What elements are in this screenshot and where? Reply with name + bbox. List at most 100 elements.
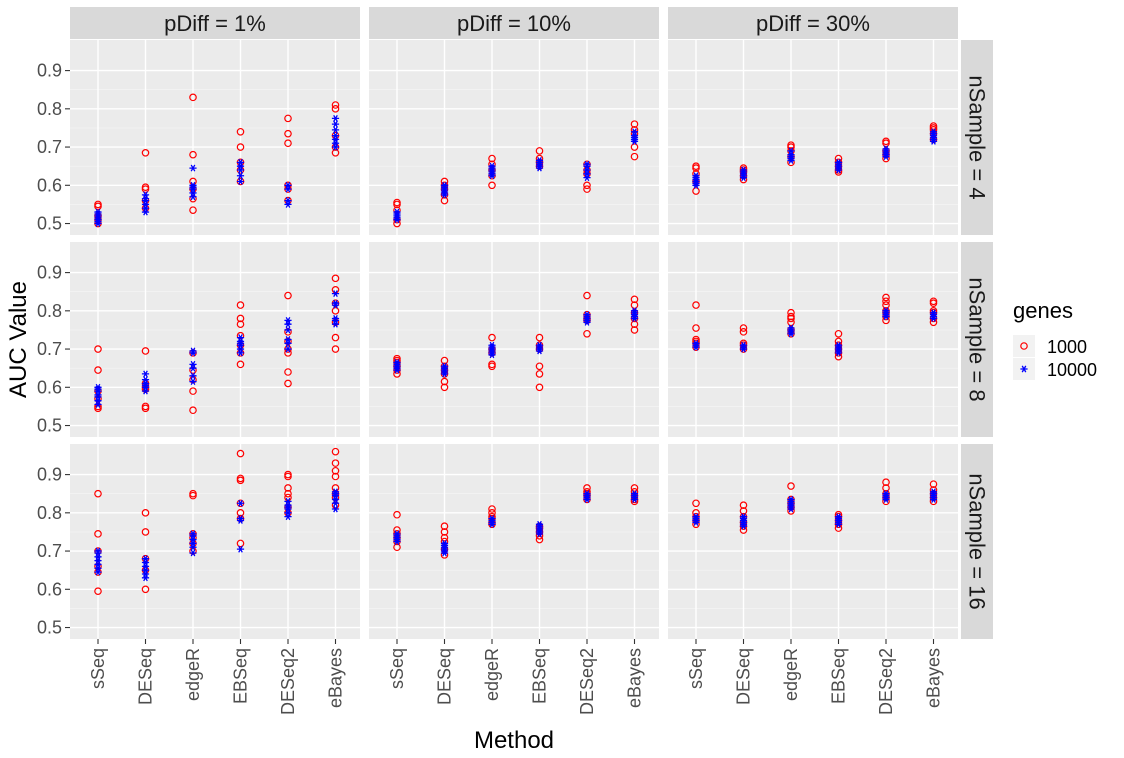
legend-key-1000 xyxy=(1020,342,1028,350)
y-tick-label: 0.9 xyxy=(37,61,62,81)
point-10000 xyxy=(236,178,245,185)
point-1000 xyxy=(535,362,544,371)
point-1000 xyxy=(692,324,700,332)
point-1000 xyxy=(284,291,292,300)
point-10000 xyxy=(583,490,591,498)
point-10000 xyxy=(834,158,843,166)
point-1000 xyxy=(94,587,102,596)
point-1000 xyxy=(488,154,496,163)
point-1000 xyxy=(440,533,449,542)
point-10000 xyxy=(787,147,795,155)
x-tick-label: eBayes xyxy=(326,648,346,708)
point-1000 xyxy=(331,105,340,113)
y-tick-label: 0.8 xyxy=(37,99,62,119)
point-10000 xyxy=(692,339,700,347)
point-1000 xyxy=(331,307,340,315)
x-tick-label: DESeq xyxy=(435,648,455,705)
y-tick-label: 0.7 xyxy=(37,137,62,157)
facet-panel xyxy=(369,40,659,235)
point-1000 xyxy=(189,206,197,214)
point-1000 xyxy=(141,402,150,411)
point-10000 xyxy=(583,311,591,319)
point-10000 xyxy=(189,360,197,368)
point-1000 xyxy=(284,139,292,148)
point-1000 xyxy=(141,585,150,594)
point-1000 xyxy=(787,141,795,149)
point-10000 xyxy=(94,547,102,555)
point-10000 xyxy=(141,555,150,563)
row-strip xyxy=(961,242,993,437)
point-1000 xyxy=(692,301,700,309)
point-1000 xyxy=(284,379,292,388)
point-10000 xyxy=(692,513,700,521)
point-1000 xyxy=(236,449,245,458)
row-strip-label: nSample = 8 xyxy=(965,277,990,401)
point-1000 xyxy=(94,489,102,498)
legend-label-10000: 10000 xyxy=(1047,360,1097,380)
point-1000 xyxy=(94,366,102,374)
column-strip-label: pDiff = 10% xyxy=(457,11,571,36)
point-10000 xyxy=(331,114,340,122)
facet-panel xyxy=(70,444,360,639)
y-tick-label: 0.8 xyxy=(37,301,62,321)
point-1000 xyxy=(787,318,795,327)
column-strip xyxy=(70,7,360,39)
y-axis-title: AUC Value xyxy=(5,281,32,398)
point-10000 xyxy=(929,309,938,317)
point-1000 xyxy=(739,501,748,509)
point-10000 xyxy=(141,370,150,378)
point-10000 xyxy=(284,197,292,205)
point-1000 xyxy=(440,528,449,536)
point-1000 xyxy=(141,509,150,517)
point-1000 xyxy=(583,185,591,193)
point-1000 xyxy=(583,329,591,338)
point-1000 xyxy=(929,480,938,488)
point-10000 xyxy=(787,324,795,332)
point-10000 xyxy=(94,208,102,216)
panel-background xyxy=(668,242,958,437)
x-tick-label: EBSeq xyxy=(829,648,849,704)
point-1000 xyxy=(189,387,197,395)
point-10000 xyxy=(331,299,340,307)
point-10000 xyxy=(284,181,292,189)
point-10000 xyxy=(440,181,449,189)
panel-background xyxy=(70,444,360,639)
point-10000 xyxy=(787,495,795,503)
legend-label-1000: 1000 xyxy=(1047,337,1087,357)
legend-key-10000 xyxy=(1020,365,1028,373)
point-1000 xyxy=(882,301,890,309)
point-1000 xyxy=(739,507,748,515)
point-1000 xyxy=(189,489,197,498)
point-1000 xyxy=(236,301,245,309)
point-10000 xyxy=(440,362,449,370)
x-tick-label: DESeq2 xyxy=(577,648,597,715)
point-10000 xyxy=(630,128,639,136)
point-1000 xyxy=(929,297,938,306)
panel-background xyxy=(70,242,360,437)
column-strip-label: pDiff = 1% xyxy=(164,11,266,36)
point-1000 xyxy=(882,297,890,306)
point-1000 xyxy=(94,200,102,209)
point-10000 xyxy=(630,307,639,315)
point-10000 xyxy=(284,345,292,353)
point-1000 xyxy=(882,484,890,492)
point-1000 xyxy=(284,470,292,479)
row-strip-label: nSample = 16 xyxy=(965,473,990,609)
point-1000 xyxy=(393,198,401,207)
point-10000 xyxy=(393,208,401,216)
point-10000 xyxy=(882,145,890,153)
point-1000 xyxy=(189,406,197,415)
point-10000 xyxy=(189,378,197,386)
column-strip-label: pDiff = 30% xyxy=(756,11,870,36)
panel-background xyxy=(369,444,659,639)
y-tick-label: 0.6 xyxy=(37,377,62,397)
point-1000 xyxy=(331,333,340,342)
point-10000 xyxy=(739,341,748,349)
point-1000 xyxy=(141,528,150,536)
x-tick-label: sSeq xyxy=(686,648,706,689)
x-axis-title: Method xyxy=(474,727,554,754)
point-1000 xyxy=(630,326,639,334)
point-10000 xyxy=(739,513,748,521)
y-tick-label: 0.7 xyxy=(37,339,62,359)
point-1000 xyxy=(535,147,544,155)
